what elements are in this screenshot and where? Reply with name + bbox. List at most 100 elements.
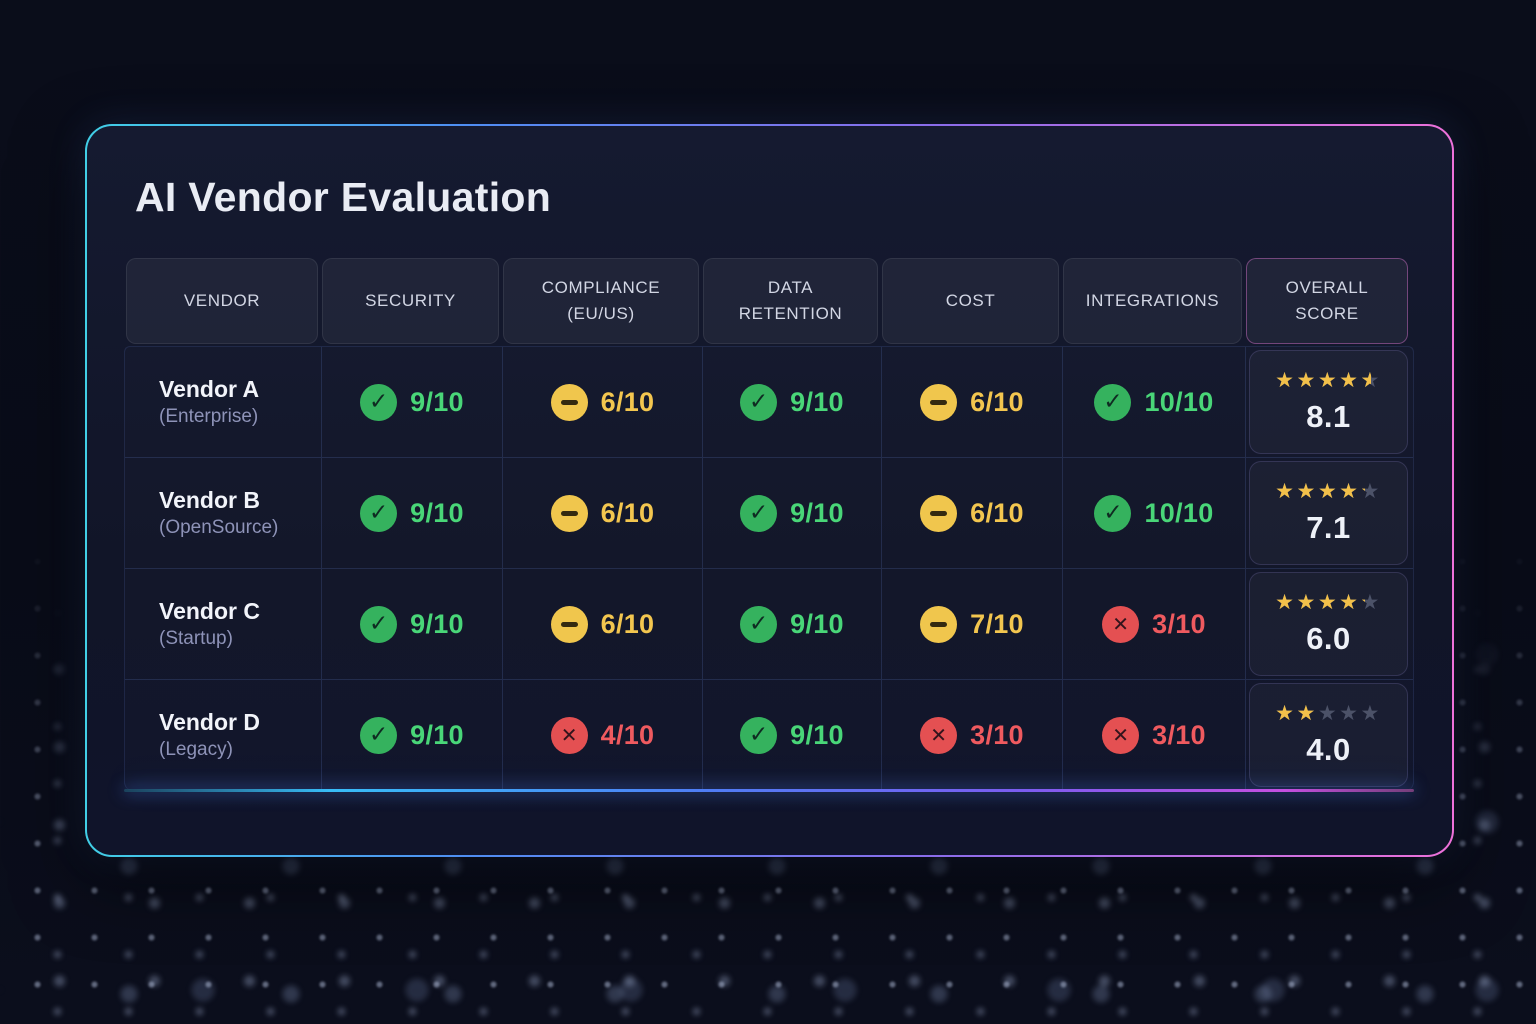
minus-circle-icon <box>550 605 588 643</box>
compliance-score-cell: 6/10 <box>502 569 702 679</box>
column-header-cost: COST <box>882 258 1059 344</box>
score-value: 6/10 <box>600 608 655 639</box>
cost-score-cell: 3/10 <box>881 680 1062 790</box>
cost-score-cell: 7/10 <box>881 569 1062 679</box>
stars-empty: ★★★★★ <box>1275 589 1382 614</box>
stars-filled: ★★★★★ <box>1275 702 1318 724</box>
table-header-row: VENDOR SECURITY COMPLIANCE (EU/US) DATA … <box>124 258 1414 344</box>
star-rating: ★★★★★ ★★★★★ <box>1275 700 1382 725</box>
overall-score-value: 8.1 <box>1306 398 1351 434</box>
overall-score-panel: ★★★★★ ★★★★★ 7.1 <box>1249 461 1408 565</box>
evaluation-card-surface: AI Vendor Evaluation VENDOR SECURITY COM… <box>87 126 1452 855</box>
compliance-score-cell: 4/10 <box>502 680 702 790</box>
vendor-category: (Legacy) <box>159 739 233 760</box>
evaluation-card: AI Vendor Evaluation VENDOR SECURITY COM… <box>85 124 1454 857</box>
overall-score-panel: ★★★★★ ★★★★★ 6.0 <box>1249 572 1408 676</box>
x-circle-icon <box>1102 605 1140 643</box>
check-circle-icon <box>1094 494 1132 532</box>
score-value: 9/10 <box>410 608 464 639</box>
score-value: 9/10 <box>410 497 464 528</box>
overall-score-value: 7.1 <box>1306 509 1351 545</box>
vendor-evaluation-table: VENDOR SECURITY COMPLIANCE (EU/US) DATA … <box>124 258 1414 792</box>
integrations-score-cell: 10/10 <box>1062 458 1245 568</box>
overall-score-cell: ★★★★★ ★★★★★ 4.0 <box>1245 680 1411 790</box>
overall-score-cell: ★★★★★ ★★★★★ 7.1 <box>1245 458 1411 568</box>
minus-circle-icon <box>920 383 958 421</box>
check-circle-icon <box>740 716 778 754</box>
cost-score-cell: 6/10 <box>881 458 1062 568</box>
check-circle-icon <box>740 383 778 421</box>
check-circle-icon <box>740 494 778 532</box>
stars-filled: ★★★★★ <box>1275 369 1371 391</box>
compliance-score-cell: 6/10 <box>502 458 702 568</box>
check-circle-icon <box>1094 383 1132 421</box>
vendor-cell: Vendor A (Enterprise) <box>125 347 321 457</box>
vendor-category: (Startup) <box>159 628 233 649</box>
score-value: 3/10 <box>1152 719 1206 750</box>
vendor-cell: Vendor C (Startup) <box>125 569 321 679</box>
column-header-overall-score: OVERALL SCORE <box>1246 258 1408 344</box>
column-header-label: DATA RETENTION <box>738 277 843 323</box>
vendor-name: Vendor B <box>159 487 260 513</box>
minus-circle-icon <box>550 494 588 532</box>
vendor-name: Vendor D <box>159 709 260 735</box>
stars-empty: ★★★★★ <box>1275 700 1382 725</box>
column-header-integrations: INTEGRATIONS <box>1063 258 1242 344</box>
column-header-label: COMPLIANCE (EU/US) <box>541 277 661 323</box>
score-value: 3/10 <box>1152 608 1206 639</box>
column-header-vendor: VENDOR <box>126 258 318 344</box>
minus-circle-icon <box>920 494 958 532</box>
star-rating: ★★★★★ ★★★★★ <box>1275 478 1382 503</box>
check-circle-icon <box>360 383 398 421</box>
overall-score-value: 6.0 <box>1306 620 1351 656</box>
security-score-cell: 9/10 <box>321 458 502 568</box>
score-value: 10/10 <box>1144 386 1214 417</box>
score-value: 9/10 <box>790 719 844 750</box>
score-value: 9/10 <box>790 386 844 417</box>
score-value: 10/10 <box>1144 497 1214 528</box>
security-score-cell: 9/10 <box>321 347 502 457</box>
minus-circle-icon <box>550 383 588 421</box>
overall-score-cell: ★★★★★ ★★★★★ 8.1 <box>1245 347 1411 457</box>
integrations-score-cell: 10/10 <box>1062 347 1245 457</box>
table-row-vendor-a: Vendor A (Enterprise) 9/10 6/10 <box>125 347 1413 457</box>
score-value: 4/10 <box>600 719 655 750</box>
star-rating: ★★★★★ ★★★★★ <box>1275 367 1382 392</box>
data-retention-score-cell: 9/10 <box>702 569 881 679</box>
stars-empty: ★★★★★ <box>1275 478 1382 503</box>
data-retention-score-cell: 9/10 <box>702 680 881 790</box>
table-row-vendor-c: Vendor C (Startup) 9/10 6/10 <box>125 568 1413 679</box>
security-score-cell: 9/10 <box>321 680 502 790</box>
score-value: 6/10 <box>970 386 1024 417</box>
x-circle-icon <box>1102 716 1140 754</box>
column-header-security: SECURITY <box>322 258 499 344</box>
minus-circle-icon <box>920 605 958 643</box>
check-circle-icon <box>360 494 398 532</box>
column-header-label: SECURITY <box>365 290 456 310</box>
score-value: 9/10 <box>410 386 464 417</box>
table-body: Vendor A (Enterprise) 9/10 6/10 <box>124 346 1414 792</box>
integrations-score-cell: 3/10 <box>1062 569 1245 679</box>
column-header-compliance: COMPLIANCE (EU/US) <box>503 258 699 344</box>
vendor-cell: Vendor D (Legacy) <box>125 680 321 790</box>
cost-score-cell: 6/10 <box>881 347 1062 457</box>
stars-filled: ★★★★★ <box>1275 480 1365 502</box>
overall-score-cell: ★★★★★ ★★★★★ 6.0 <box>1245 569 1411 679</box>
score-value: 6/10 <box>600 497 655 528</box>
page-title: AI Vendor Evaluation <box>135 174 552 220</box>
stars-empty: ★★★★★ <box>1275 367 1382 392</box>
column-header-data-retention: DATA RETENTION <box>703 258 878 344</box>
x-circle-icon <box>920 716 958 754</box>
overall-score-value: 4.0 <box>1306 731 1351 767</box>
column-header-label: OVERALL SCORE <box>1285 277 1369 323</box>
integrations-score-cell: 3/10 <box>1062 680 1245 790</box>
table-row-vendor-b: Vendor B (OpenSource) 9/10 6/10 <box>125 457 1413 568</box>
compliance-score-cell: 6/10 <box>502 347 702 457</box>
vendor-cell: Vendor B (OpenSource) <box>125 458 321 568</box>
data-retention-score-cell: 9/10 <box>702 458 881 568</box>
security-score-cell: 9/10 <box>321 569 502 679</box>
vendor-category: (OpenSource) <box>159 517 279 538</box>
check-circle-icon <box>360 605 398 643</box>
vendor-category: (Enterprise) <box>159 406 259 427</box>
